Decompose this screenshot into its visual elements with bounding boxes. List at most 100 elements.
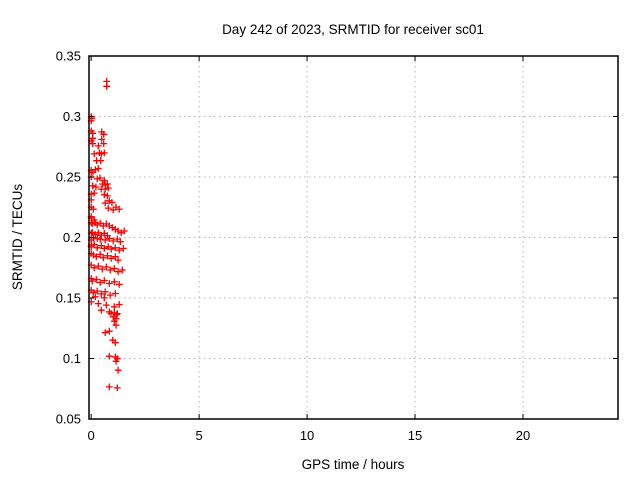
y-tick-label: 0.1: [63, 351, 81, 366]
plot-border: [88, 55, 619, 420]
data-point-marker: [89, 140, 97, 147]
data-point-marker: [93, 244, 101, 252]
data-point-marker: [112, 321, 120, 329]
x-tick-label: 10: [300, 428, 314, 443]
x-tick-labels: 0 5 10 15 20: [88, 428, 531, 443]
data-point-marker: [94, 262, 102, 270]
data-point-marker: [113, 310, 121, 317]
data-point-marker: [105, 352, 113, 360]
data-point-marker: [115, 301, 123, 308]
data-point-marker: [105, 327, 113, 335]
data-point-marker: [89, 168, 97, 176]
y-tick-label: 0.05: [56, 412, 81, 427]
data-point-marker: [92, 253, 100, 261]
data-point-marker: [112, 357, 120, 365]
data-point-marker: [105, 280, 113, 287]
data-point-marker: [119, 245, 127, 252]
data-point-marker: [101, 329, 109, 336]
data-point-marker: [114, 256, 122, 264]
data-point-marker: [92, 276, 100, 283]
x-tick-label: 15: [408, 428, 422, 443]
data-point-marker: [98, 265, 106, 273]
data-point-marker: [96, 279, 104, 286]
data-point-marker: [111, 290, 119, 297]
data-point-marker: [110, 265, 118, 272]
data-point-marker: [102, 263, 110, 271]
data-points-layer: [87, 78, 128, 392]
data-point-marker: [105, 308, 113, 316]
x-tick-label: 0: [88, 428, 95, 443]
data-point-marker: [94, 300, 102, 307]
data-point-marker: [114, 268, 122, 276]
data-point-marker: [104, 204, 112, 212]
x-tick-label: 20: [516, 428, 530, 443]
data-point-marker: [100, 149, 108, 157]
data-point-marker: [110, 303, 118, 311]
y-tick-label: 0.25: [56, 170, 81, 185]
data-point-marker: [94, 142, 102, 150]
data-point-marker: [96, 174, 104, 182]
data-point-marker: [89, 289, 97, 296]
data-point-marker: [107, 255, 115, 262]
data-point-marker: [116, 238, 124, 246]
x-tick-label: 5: [196, 428, 203, 443]
data-point-marker: [104, 252, 111, 260]
data-point-marker: [110, 317, 118, 325]
data-point-marker: [107, 245, 115, 253]
data-point-marker: [114, 366, 122, 374]
data-point-marker: [90, 189, 98, 197]
data-point-marker: [90, 150, 98, 158]
data-point-marker: [109, 237, 117, 245]
data-point-marker: [98, 136, 106, 143]
data-point-marker: [91, 293, 99, 301]
data-point-marker: [90, 241, 98, 248]
data-point-marker: [110, 278, 118, 286]
data-point-marker: [105, 235, 113, 242]
data-point-marker: [104, 180, 111, 188]
data-point-marker: [100, 140, 108, 147]
data-point-marker: [108, 199, 116, 206]
y-axis-label: SRMTID / TECUs: [10, 184, 25, 291]
data-point-marker: [94, 165, 102, 172]
data-point-marker: [104, 192, 111, 200]
data-point-marker: [92, 183, 100, 191]
data-point-marker: [101, 236, 109, 244]
data-point-marker: [106, 266, 114, 274]
data-point-marker: [97, 185, 105, 193]
grid-layer: [89, 56, 618, 419]
data-point-marker: [97, 306, 105, 314]
data-point-marker: [97, 150, 105, 158]
y-tick-label: 0.15: [56, 291, 81, 306]
data-point-marker: [99, 254, 107, 262]
chart-title: Day 242 of 2023, SRMTID for receiver sc0…: [222, 22, 484, 37]
data-point-marker: [96, 235, 104, 243]
data-point-marker: [115, 205, 123, 213]
data-point-marker: [105, 383, 113, 391]
data-point-marker: [90, 264, 98, 272]
y-tick-label: 0.2: [63, 230, 81, 245]
data-point-marker: [104, 184, 112, 192]
data-point-marker: [100, 277, 108, 284]
data-point-marker: [100, 294, 108, 302]
data-point-marker: [106, 291, 114, 299]
data-point-marker: [101, 199, 109, 207]
data-point-marker: [97, 157, 105, 165]
data-point-marker: [115, 281, 123, 288]
data-point-marker: [100, 191, 108, 199]
data-point-marker: [120, 227, 128, 235]
data-point-marker: [88, 220, 96, 228]
data-point-marker: [88, 277, 96, 285]
tick-marks-layer: [89, 55, 618, 420]
data-point-marker: [111, 339, 119, 346]
data-point-marker: [102, 301, 110, 309]
data-point-marker: [89, 182, 97, 190]
data-point-marker: [100, 245, 108, 252]
y-tick-labels: 0.05 0.1 0.15 0.2 0.25 0.3 0.35: [56, 49, 81, 427]
data-point-marker: [115, 246, 123, 254]
data-point-marker: [93, 287, 101, 295]
data-point-marker: [100, 130, 108, 138]
y-tick-label: 0.3: [63, 109, 81, 124]
data-point-marker: [111, 244, 119, 252]
